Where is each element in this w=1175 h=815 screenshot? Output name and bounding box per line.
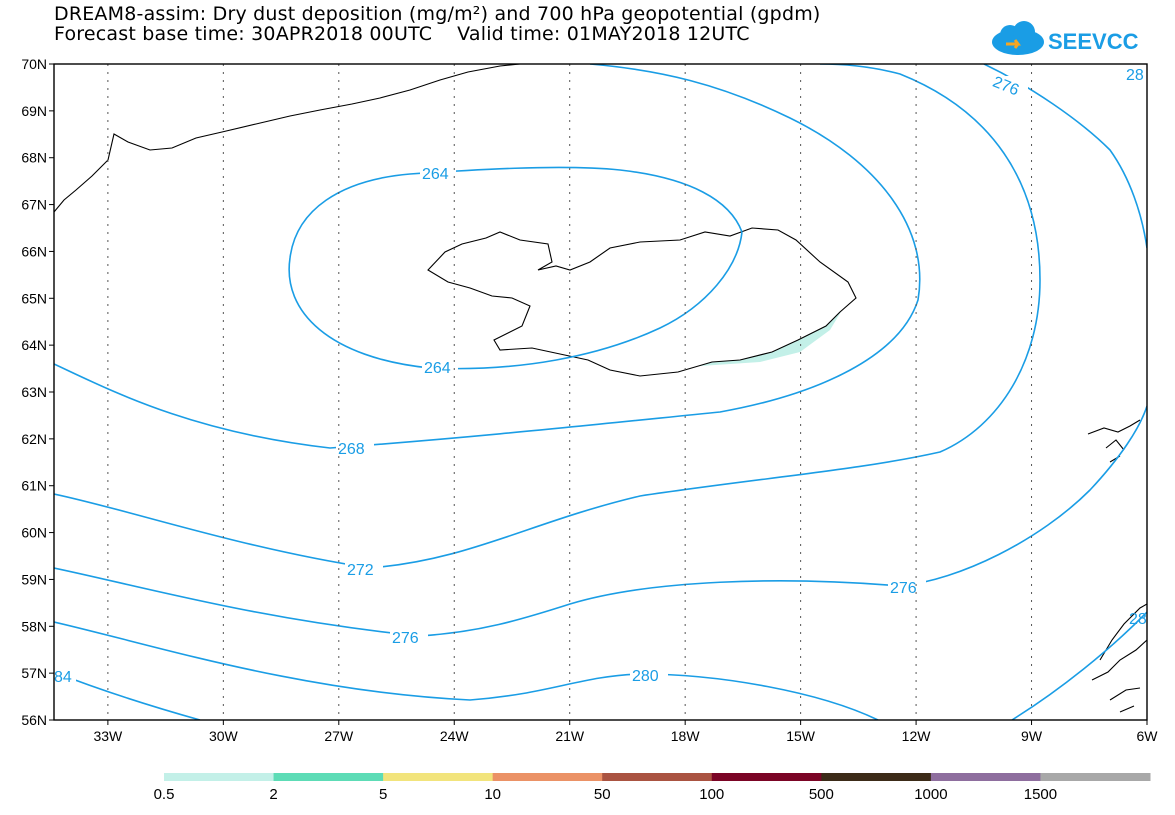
geopotential-contours [54,64,1147,720]
lat-tick-label: 60N [21,525,47,541]
logo-text: SEEVCCC [1048,29,1138,54]
contour-272 [54,64,1041,569]
lat-tick-label: 65N [21,290,47,306]
contour-labels: 264 264 268 272 276 276 276 280 84 28 28 [54,67,1147,686]
contour-label: 268 [338,441,365,458]
faroe-islands-coast [1087,419,1141,463]
colorbar-label: 1500 [1024,786,1057,803]
colorbar: 0.5 2 5 10 50 100 500 1000 1500 [154,773,1151,803]
lat-tick-label: 64N [21,337,47,353]
contour-276-west [54,405,1147,637]
contour-label: 272 [347,562,374,579]
contour-280 [54,621,879,720]
contour-label: 276 [392,630,419,647]
lat-tick-label: 56N [21,712,47,728]
latitude-axis: 70N 69N 68N 67N 66N 65N 64N 63N 62N 61N 60N 59N 58N 5… [21,56,54,728]
contour-268 [54,64,921,449]
colorbar-label: 100 [699,786,724,803]
lat-tick-label: 68N [21,150,47,166]
contour-label: 280 [632,668,659,685]
scotland-coast [1091,603,1147,713]
lat-tick-label: 61N [21,478,47,494]
colorbar-swatch [821,773,932,781]
chart-title: DREAM8-assim: Dry dust deposition (mg/m²… [54,3,821,25]
lat-tick-label: 62N [21,431,47,447]
lon-tick-label: 33W [93,728,123,744]
colorbar-label: 0.5 [154,786,175,803]
contour-label: 84 [54,669,72,686]
longitude-gridlines [107,64,1033,720]
lon-tick-label: 18W [671,728,701,744]
contour-label: 264 [424,360,451,377]
greenland-coast [54,64,521,213]
colorbar-label: 50 [594,786,611,803]
lon-tick-label: 27W [324,728,354,744]
lat-tick-label: 69N [21,103,47,119]
colorbar-swatch [273,773,384,781]
coastlines [54,64,1147,713]
forecast-times: Forecast base time: 30APR2018 00UTC Vali… [54,23,750,45]
colorbar-label: 1000 [914,786,947,803]
colorbar-swatch [930,773,1041,781]
colorbar-label: 500 [809,786,834,803]
contour-label: 276 [890,580,917,597]
lon-tick-label: 21W [555,728,585,744]
colorbar-swatch [492,773,603,781]
lon-tick-label: 9W [1021,728,1043,744]
contour-east [1011,611,1147,720]
colorbar-label: 2 [269,786,277,803]
iceland-coast [427,227,857,377]
map-area: 264 264 268 272 276 276 276 280 84 28 28 [54,64,1147,720]
lat-tick-label: 67N [21,197,47,213]
lat-tick-label: 58N [21,618,47,634]
colorbar-label: 10 [484,786,501,803]
colorbar-swatch [164,773,275,781]
map-frame [53,63,1148,721]
colorbar-swatch [383,773,494,781]
lon-tick-label: 12W [902,728,932,744]
contour-label: 28 [1126,67,1144,84]
colorbar-label: 5 [379,786,387,803]
lon-tick-label: 30W [209,728,239,744]
lat-tick-label: 70N [21,56,47,72]
contour-264 [288,166,743,370]
lat-tick-label: 59N [21,571,47,587]
lon-tick-label: 6W [1137,728,1159,744]
longitude-axis: 33W 30W 27W 24W 21W 18W 15W 12W 9W 6W [93,720,1158,744]
colorbar-swatch [602,773,713,781]
contour-label: 264 [422,166,449,183]
lon-tick-label: 24W [440,728,470,744]
lat-tick-label: 63N [21,384,47,400]
cloud-icon [992,21,1044,55]
contour-label: 28 [1129,611,1147,628]
colorbar-swatch [711,773,822,781]
lon-tick-label: 15W [786,728,816,744]
colorbar-swatch [1040,773,1151,781]
lat-tick-label: 66N [21,243,47,259]
seevccc-logo: SEEVCCC [992,21,1138,55]
lat-tick-label: 57N [21,665,47,681]
